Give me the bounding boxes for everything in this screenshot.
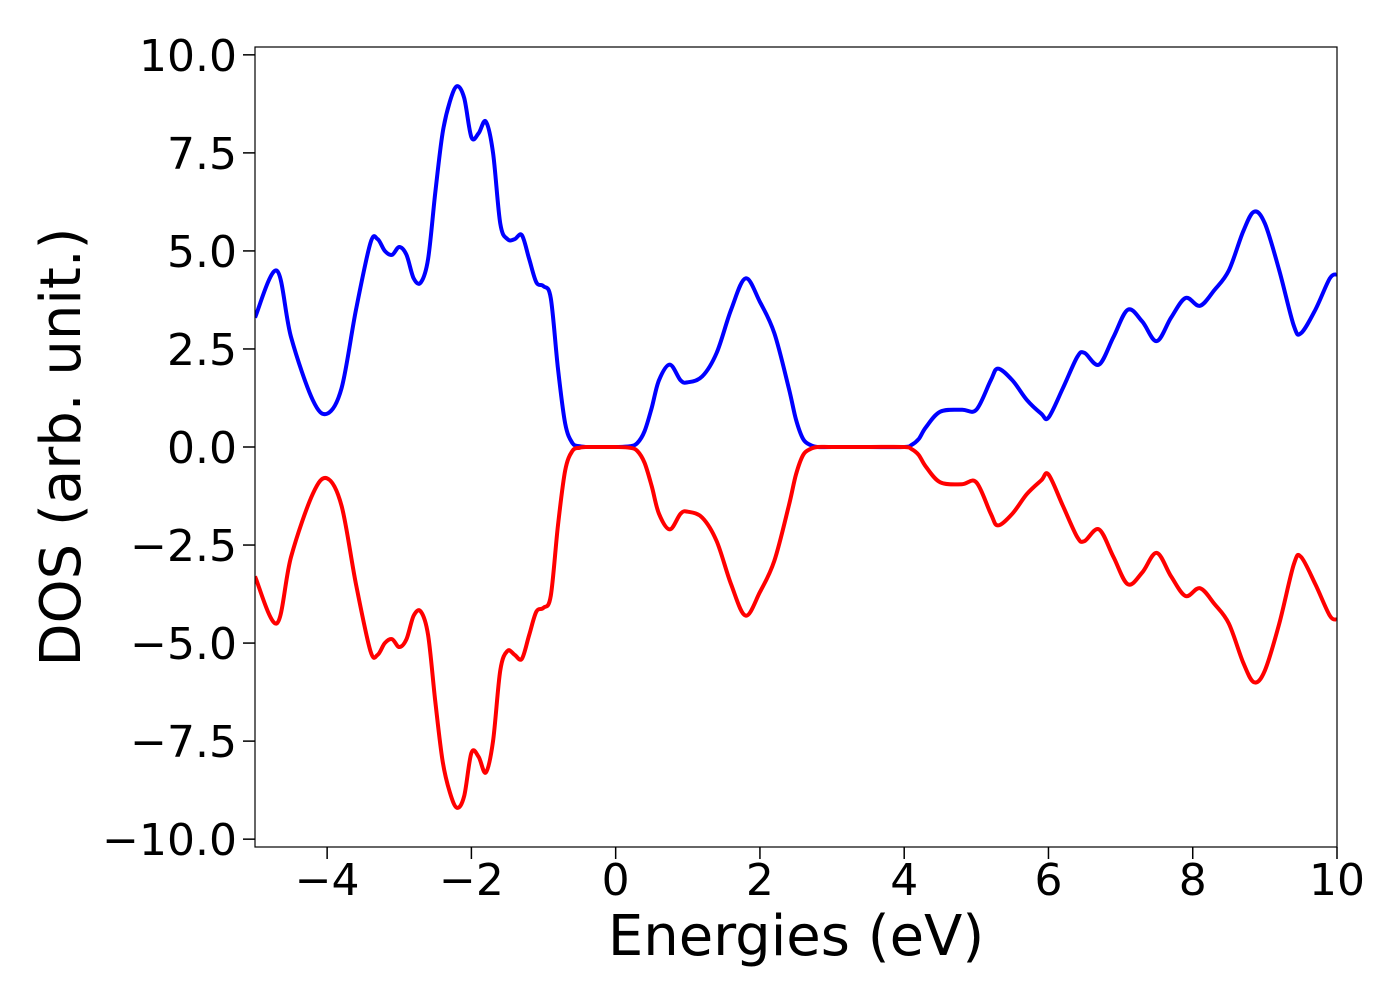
series-line-2 [255,444,1337,810]
x-tick-label: 6 [1034,855,1062,906]
y-tick-label: 0.0 [167,423,237,474]
series-line-1 [255,84,1337,450]
x-tick-label: −2 [439,855,504,906]
x-axis-ticks: −4 −2 0 2 4 6 8 10 [295,847,1365,906]
y-tick-label: −2.5 [130,521,237,572]
series-layer [255,84,1337,810]
x-tick-label: 0 [602,855,630,906]
y-tick-label: 7.5 [167,129,237,180]
y-axis-label: DOS (arb. unit.) [29,227,94,666]
y-tick-label: 10.0 [139,31,237,82]
x-tick-label: 2 [746,855,774,906]
y-tick-label: 2.5 [167,325,237,376]
x-tick-label: 8 [1179,855,1207,906]
y-tick-label: −10.0 [102,815,237,866]
y-tick-label: −7.5 [130,717,237,768]
y-axis-ticks: −10.0 −7.5 −5.0 −2.5 0.0 2.5 5.0 7.5 10.0 [102,31,255,866]
x-tick-label: −4 [295,855,360,906]
x-axis-label: Energies (eV) [608,904,984,969]
x-tick-label: 4 [890,855,918,906]
y-tick-label: −5.0 [130,619,237,670]
x-tick-label: 10 [1309,855,1365,906]
y-tick-label: 5.0 [167,227,237,278]
